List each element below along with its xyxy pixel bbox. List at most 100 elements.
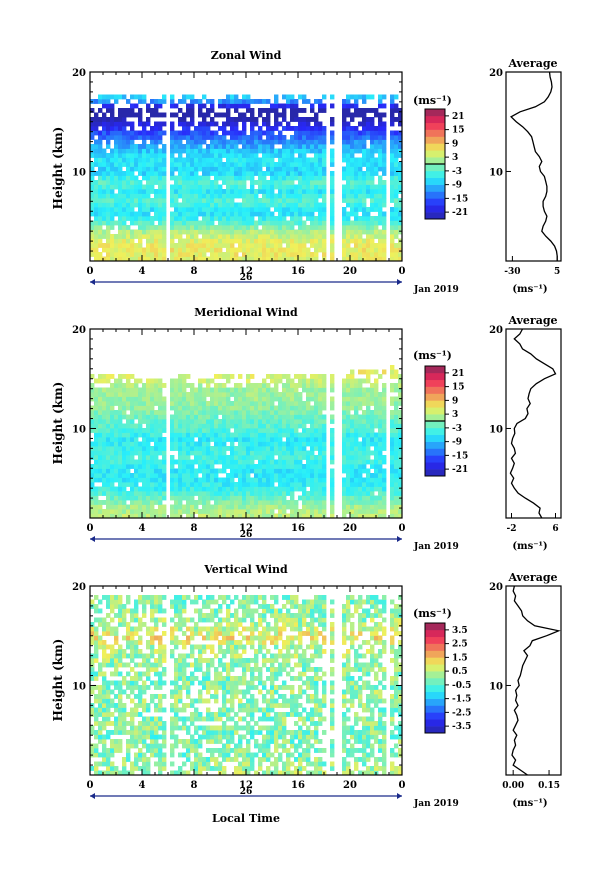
heatmap-cell [398,432,403,438]
heatmap-cell [106,247,111,253]
heatmap-cell [394,419,399,424]
heatmap-cell [322,225,327,230]
heatmap-cell [274,135,279,140]
heatmap-cell [130,383,135,388]
heatmap-cell [258,99,263,104]
heatmap-cell [150,396,155,402]
heatmap-cell [298,243,303,248]
heatmap-cell [362,175,367,181]
heatmap-cell [298,410,303,415]
heatmap-cell [250,252,255,257]
heatmap-cell [350,477,355,483]
heatmap-cell [230,459,235,465]
heatmap-cell [378,252,383,257]
heatmap-cell [202,157,207,163]
heatmap-cell [350,419,355,424]
heatmap-cell [98,225,103,230]
heatmap-cell [398,419,403,424]
heatmap-cell [218,504,223,510]
heatmap-cell [230,220,235,226]
heatmap-cell [294,482,299,487]
heatmap-cell [322,446,327,451]
heatmap-cell [314,446,319,451]
heatmap-cell [346,202,351,208]
heatmap-cell [154,256,159,262]
heatmap-cell [198,135,203,140]
heatmap-cell [174,423,179,429]
heatmap-cell [98,414,103,420]
heatmap-cell [362,437,367,442]
heatmap-cell [322,378,327,384]
heatmap-cell [122,234,127,239]
heatmap-cell [210,387,215,393]
heatmap-cell [102,112,107,118]
heatmap-cell [314,509,319,514]
heatmap-cell [290,509,295,514]
heatmap-cell [322,441,327,447]
heatmap-cell [382,495,387,501]
heatmap-cell [118,446,123,451]
heatmap-cell [98,256,103,262]
heatmap-cell [394,157,399,163]
heatmap-cell [90,477,95,483]
heatmap-cell [90,635,95,641]
heatmap-cell [230,247,235,253]
heatmap-cell [398,162,403,167]
heatmap-cell [210,450,215,456]
heatmap-cell [350,207,355,212]
heatmap-cell [94,694,99,699]
heatmap-cell [362,252,367,257]
heatmap-cell [390,383,395,388]
heatmap-cell [222,148,227,154]
heatmap-cell [286,243,291,248]
heatmap-cell [230,135,235,140]
heatmap-cell [222,495,227,501]
heatmap-cell [274,198,279,203]
heatmap-cell [158,243,163,248]
heatmap-cell [146,162,151,167]
heatmap-cell [122,500,127,505]
heatmap-cell [202,509,207,514]
heatmap-cell [282,419,287,424]
heatmap-cell [246,162,251,167]
heatmap-cell [94,631,99,636]
heatmap-cell [242,446,247,451]
heatmap-cell [178,450,183,456]
heatmap-cell [130,126,135,131]
heatmap-cell [246,144,251,149]
heatmap-cell [110,752,115,758]
heatmap-cell [382,455,387,460]
heatmap-cell [114,387,119,393]
heatmap-cell [306,175,311,181]
heatmap-cell [190,207,195,212]
heatmap-cell [322,243,327,248]
heatmap-cell [306,396,311,402]
heatmap-cell [250,383,255,388]
heatmap-cell [170,256,175,262]
heatmap-cell [146,419,151,424]
heatmap-cell [94,423,99,429]
colorbar-tick-label: -3 [452,424,462,434]
heatmap-cell [174,441,179,447]
heatmap-cell [114,126,119,131]
heatmap-cell [146,234,151,239]
heatmap-cell [262,238,267,244]
heatmap-cell [110,500,115,505]
heatmap-cell [282,491,287,496]
heatmap-cell [374,229,379,235]
heatmap-cell [126,238,131,244]
heatmap-cell [94,752,99,758]
heatmap-cell [274,387,279,393]
heatmap-cell [342,414,347,420]
heatmap-cell [194,189,199,194]
heatmap-cell [310,423,315,429]
heatmap-cell [290,144,295,149]
heatmap-cell [98,725,103,731]
heatmap-cell [390,446,395,451]
heatmap-cell [178,405,183,411]
heatmap-cell [354,99,359,104]
heatmap-cell [206,256,211,262]
heatmap-cell [142,175,147,181]
heatmap-cell [102,653,107,659]
heatmap-cell [178,180,183,185]
